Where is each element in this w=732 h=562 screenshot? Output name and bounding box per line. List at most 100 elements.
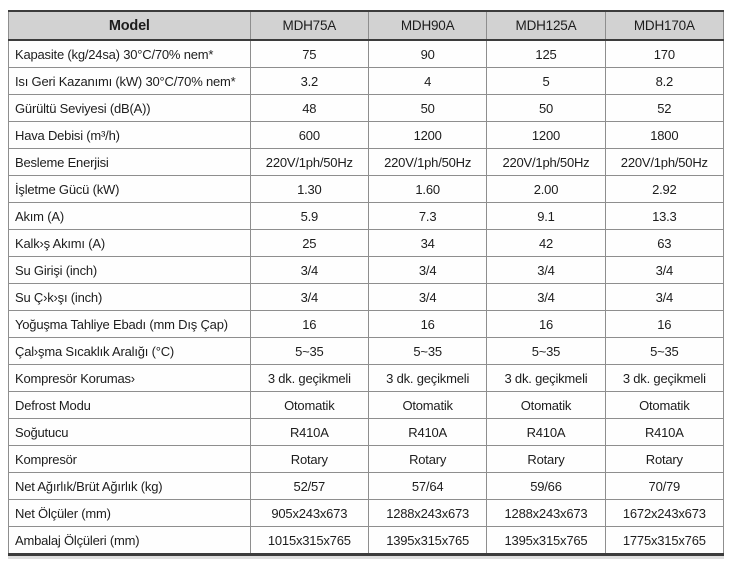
cell-value: 170 [604,40,725,68]
table-row: Defrost Modu Otomatik Otomatik Otomatik Otom… [8,391,725,419]
cell-value: 42 [486,229,606,257]
row-label: Defrost Modu [8,391,251,419]
cell-value: 2.00 [486,175,606,203]
cell-value: 1395x315x765 [486,526,606,555]
spec-table-body: Kapasite (kg/24sa) 30°C/70% nem* 75 90 125 1… [8,40,725,555]
row-label: Ambalaj Ölçüleri (mm) [8,526,251,555]
spec-table-container: Model MDH75A MDH90A MDH125A MDH170A Kapasite… [8,10,725,556]
cell-value: 3/4 [249,256,369,284]
table-row: Soğutucu R410A R410A R410A R410A [8,418,725,446]
cell-value: R410A [604,418,725,446]
cell-value: 220V/1ph/50Hz [486,148,606,176]
row-label: Isı Geri Kazanımı (kW) 30°C/70% nem* [8,67,251,95]
cell-value: 16 [249,310,369,338]
cell-value: 5~35 [486,337,606,365]
row-label: Kalk›ş Akımı (A) [8,229,251,257]
cell-value: 3/4 [486,256,606,284]
cell-value: Rotary [604,445,725,473]
row-label: Gürültü Seviyesi (dB(A)) [8,94,251,122]
header-col-mdh125a: MDH125A [486,11,606,41]
header-col-mdh90a: MDH90A [367,11,488,41]
cell-value: 3/4 [604,256,725,284]
cell-value: 3/4 [486,283,606,311]
cell-value: 1800 [604,121,725,149]
table-row: Gürültü Seviyesi (dB(A)) 48 50 50 52 [8,94,725,122]
row-label: Kapasite (kg/24sa) 30°C/70% nem* [8,40,251,68]
cell-value: Otomatik [486,391,606,419]
row-label: Su Girişi (inch) [8,256,251,284]
row-label: İşletme Gücü (kW) [8,175,251,203]
cell-value: 3/4 [604,283,725,311]
cell-value: 1.60 [367,175,488,203]
cell-value: R410A [486,418,606,446]
cell-value: 8.2 [604,67,725,95]
cell-value: 220V/1ph/50Hz [249,148,369,176]
cell-value: 1288x243x673 [367,499,488,527]
cell-value: 5 [486,67,606,95]
cell-value: 34 [367,229,488,257]
cell-value: 5.9 [249,202,369,230]
cell-value: 16 [486,310,606,338]
table-row: İşletme Gücü (kW) 1.30 1.60 2.00 2.92 [8,175,725,203]
cell-value: 1200 [486,121,606,149]
cell-value: 1.30 [249,175,369,203]
table-row: Çal›şma Sıcaklık Aralığı (°C) 5~35 5~35 5~3… [8,337,725,365]
table-row: Net Ağırlık/Brüt Ağırlık (kg) 52/57 57/64 5… [8,472,725,500]
table-row: Su Girişi (inch) 3/4 3/4 3/4 3/4 [8,256,725,284]
cell-value: 220V/1ph/50Hz [367,148,488,176]
table-row: Akım (A) 5.9 7.3 9.1 13.3 [8,202,725,230]
cell-value: 1288x243x673 [486,499,606,527]
row-label: Yoğuşma Tahliye Ebadı (mm Dış Çap) [8,310,251,338]
cell-value: 2.92 [604,175,725,203]
cell-value: 5~35 [367,337,488,365]
table-row: Isı Geri Kazanımı (kW) 30°C/70% nem* 3.2 4… [8,67,725,95]
row-label: Hava Debisi (m³/h) [8,121,251,149]
cell-value: 4 [367,67,488,95]
cell-value: 52/57 [249,472,369,500]
cell-value: 3/4 [367,256,488,284]
cell-value: 600 [249,121,369,149]
cell-value: 3/4 [249,283,369,311]
cell-value: 1775x315x765 [604,526,725,555]
cell-value: 16 [367,310,488,338]
row-label: Soğutucu [8,418,251,446]
cell-value: 125 [486,40,606,68]
cell-value: 3 dk. geçikmeli [486,364,606,392]
cell-value: 90 [367,40,488,68]
row-label: Akım (A) [8,202,251,230]
cell-value: Rotary [486,445,606,473]
table-row: Hava Debisi (m³/h) 600 1200 1200 1800 [8,121,725,149]
cell-value: 25 [249,229,369,257]
table-row: Net Ölçüler (mm) 905x243x673 1288x243x673 1… [8,499,725,527]
table-row: Kompresör Korumas› 3 dk. geçikmeli 3 dk. g… [8,364,725,392]
cell-value: 1200 [367,121,488,149]
cell-value: 1015x315x765 [249,526,369,555]
cell-value: Rotary [249,445,369,473]
cell-value: 7.3 [367,202,488,230]
table-row: Ambalaj Ölçüleri (mm) 1015x315x765 1395x31… [8,526,725,555]
cell-value: 59/66 [486,472,606,500]
table-row: Su Ç›k›şı (inch) 3/4 3/4 3/4 3/4 [8,283,725,311]
cell-value: Otomatik [367,391,488,419]
row-label: Kompresör Korumas› [8,364,251,392]
cell-value: 5~35 [249,337,369,365]
cell-value: 5~35 [604,337,725,365]
row-label: Net Ölçüler (mm) [8,499,251,527]
cell-value: 16 [604,310,725,338]
cell-value: 70/79 [604,472,725,500]
cell-value: 905x243x673 [249,499,369,527]
table-row: Yoğuşma Tahliye Ebadı (mm Dış Çap) 16 16 16… [8,310,725,338]
header-model-label: Model [8,11,251,41]
cell-value: 3 dk. geçikmeli [604,364,725,392]
table-row: Kapasite (kg/24sa) 30°C/70% nem* 75 90 125 1… [8,40,725,68]
cell-value: Otomatik [604,391,725,419]
cell-value: 50 [367,94,488,122]
cell-value: 48 [249,94,369,122]
row-label: Çal›şma Sıcaklık Aralığı (°C) [8,337,251,365]
cell-value: 50 [486,94,606,122]
row-label: Net Ağırlık/Brüt Ağırlık (kg) [8,472,251,500]
cell-value: 63 [604,229,725,257]
header-col-mdh170a: MDH170A [604,11,725,41]
cell-value: 3 dk. geçikmeli [249,364,369,392]
header-col-mdh75a: MDH75A [249,11,369,41]
